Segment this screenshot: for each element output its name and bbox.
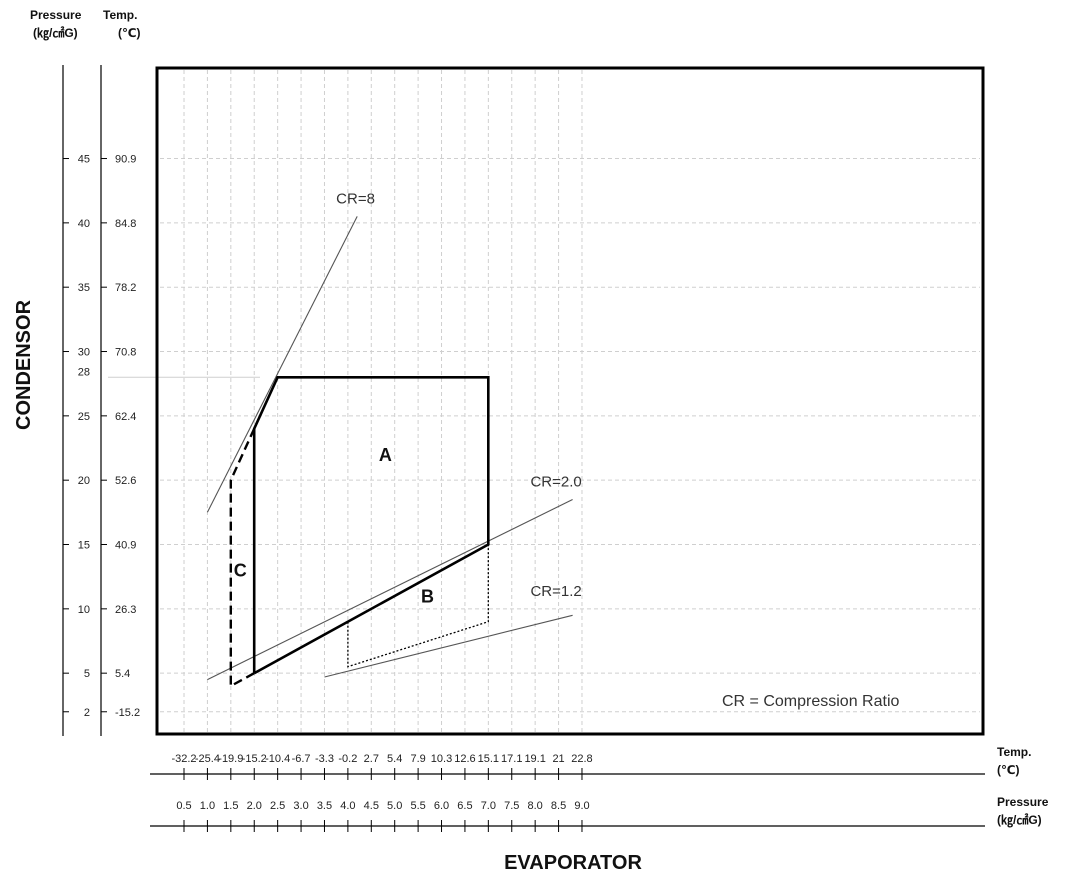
y-extra-tick-label: 28 xyxy=(78,366,90,378)
gridlines xyxy=(108,70,980,732)
x-pressure-tick-label: 5.0 xyxy=(387,800,402,812)
x-temp-tick-label: 17.1 xyxy=(501,753,522,765)
x-pressure-tick-label: 2.0 xyxy=(247,800,262,812)
x-temp-tick-label: -6.7 xyxy=(292,753,311,765)
x-pressure-tick-label: 3.0 xyxy=(293,800,308,812)
y-temp-tick-label: 52.6 xyxy=(115,475,136,487)
left-temp-header: Temp. xyxy=(103,8,137,22)
x-pressure-tick-label: 4.5 xyxy=(364,800,379,812)
x-temp-tick-label: -25.4 xyxy=(195,753,220,765)
axes xyxy=(62,65,985,832)
x-temp-tick-label: -10.4 xyxy=(265,753,290,765)
x-pressure-tick-label: 5.5 xyxy=(410,800,425,812)
series-a xyxy=(252,375,490,675)
y-pressure-tick-label: 45 xyxy=(78,154,90,166)
y-pressure-tick-label: 10 xyxy=(78,604,90,616)
x-temp-tick-label: 2.7 xyxy=(364,753,379,765)
x-temp-tick-label: 15.1 xyxy=(478,753,499,765)
y-pressure-tick-label: 2 xyxy=(84,707,90,719)
y-temp-tick-label: 62.4 xyxy=(115,411,136,423)
y-temp-tick-label: 5.4 xyxy=(115,668,130,680)
series-cr-2-0 xyxy=(207,499,573,681)
plot-frame xyxy=(155,66,985,736)
x-pressure-tick-label: 1.0 xyxy=(200,800,215,812)
series-cr-8 xyxy=(206,216,358,513)
bottom-temp-unit: (℃) xyxy=(997,763,1020,777)
x-axis-title: EVAPORATOR xyxy=(504,852,642,874)
x-temp-tick-label: 7.9 xyxy=(410,753,425,765)
region-label-b: B xyxy=(421,586,434,606)
region-label-a: A xyxy=(379,445,392,465)
x-pressure-tick-label: 9.0 xyxy=(574,800,589,812)
y-pressure-tick-label: 40 xyxy=(78,218,90,230)
tick-labels: 45 90.940 84.835 78.230 70.825 62.420 52.615 40… xyxy=(78,154,593,812)
x-pressure-tick-label: 1.5 xyxy=(223,800,238,812)
region-label-c: C xyxy=(234,561,247,581)
x-temp-tick-label: 12.6 xyxy=(454,753,475,765)
chart-labels: A B C CR=8 CR=2.0 CR=1.2 xyxy=(234,191,582,607)
series-lines xyxy=(206,216,573,689)
y-temp-tick-label: 70.8 xyxy=(115,347,136,359)
x-pressure-tick-label: 8.5 xyxy=(551,800,566,812)
x-temp-tick-label: -0.2 xyxy=(338,753,357,765)
x-temp-tick-label: 22.8 xyxy=(571,753,592,765)
x-temp-tick-label: -19.9 xyxy=(218,753,243,765)
left-pressure-header: Pressure xyxy=(30,8,82,22)
y-axis-title: CONDENSOR xyxy=(13,299,35,430)
y-temp-tick-label: 40.9 xyxy=(115,540,136,552)
x-temp-tick-label: 19.1 xyxy=(524,753,545,765)
y-pressure-tick-label: 20 xyxy=(78,475,90,487)
x-pressure-tick-label: 4.0 xyxy=(340,800,355,812)
x-temp-tick-label: 21 xyxy=(552,753,564,765)
series-cr-1-2 xyxy=(324,614,573,678)
x-pressure-tick-label: 0.5 xyxy=(176,800,191,812)
left-temp-unit: (℃) xyxy=(118,26,141,40)
series-b xyxy=(347,543,489,668)
x-temp-tick-label: 10.3 xyxy=(431,753,452,765)
y-pressure-tick-label: 30 xyxy=(78,347,90,359)
y-temp-tick-label: 78.2 xyxy=(115,282,136,294)
y-pressure-tick-label: 5 xyxy=(84,668,90,680)
y-pressure-tick-label: 15 xyxy=(78,540,90,552)
bottom-temp-header: Temp. xyxy=(997,745,1031,759)
x-pressure-tick-label: 3.5 xyxy=(317,800,332,812)
y-pressure-tick-label: 25 xyxy=(78,411,90,423)
y-temp-tick-label: 26.3 xyxy=(115,604,136,616)
y-temp-tick-label: -15.2 xyxy=(115,707,140,719)
line-label: CR=1.2 xyxy=(530,583,581,600)
x-pressure-tick-label: 8.0 xyxy=(528,800,543,812)
left-pressure-unit: (㎏/㎠G) xyxy=(33,25,78,41)
compression-ratio-note: CR = Compression Ratio xyxy=(722,693,900,710)
y-pressure-tick-label: 35 xyxy=(78,282,90,294)
series-c xyxy=(229,428,256,689)
x-pressure-tick-label: 7.0 xyxy=(481,800,496,812)
x-temp-tick-label: -32.2 xyxy=(171,753,196,765)
x-pressure-tick-label: 7.5 xyxy=(504,800,519,812)
x-pressure-tick-label: 2.5 xyxy=(270,800,285,812)
line-label: CR=8 xyxy=(336,191,375,208)
bottom-pressure-header: Pressure xyxy=(997,795,1049,809)
x-temp-tick-label: 5.4 xyxy=(387,753,402,765)
x-temp-tick-label: -15.2 xyxy=(242,753,267,765)
y-temp-tick-label: 90.9 xyxy=(115,154,136,166)
line-label: CR=2.0 xyxy=(530,474,581,491)
y-temp-tick-label: 84.8 xyxy=(115,218,136,230)
x-pressure-tick-label: 6.5 xyxy=(457,800,472,812)
x-pressure-tick-label: 6.0 xyxy=(434,800,449,812)
x-temp-tick-label: -3.3 xyxy=(315,753,334,765)
bottom-pressure-unit: (㎏/㎠G) xyxy=(997,812,1042,828)
